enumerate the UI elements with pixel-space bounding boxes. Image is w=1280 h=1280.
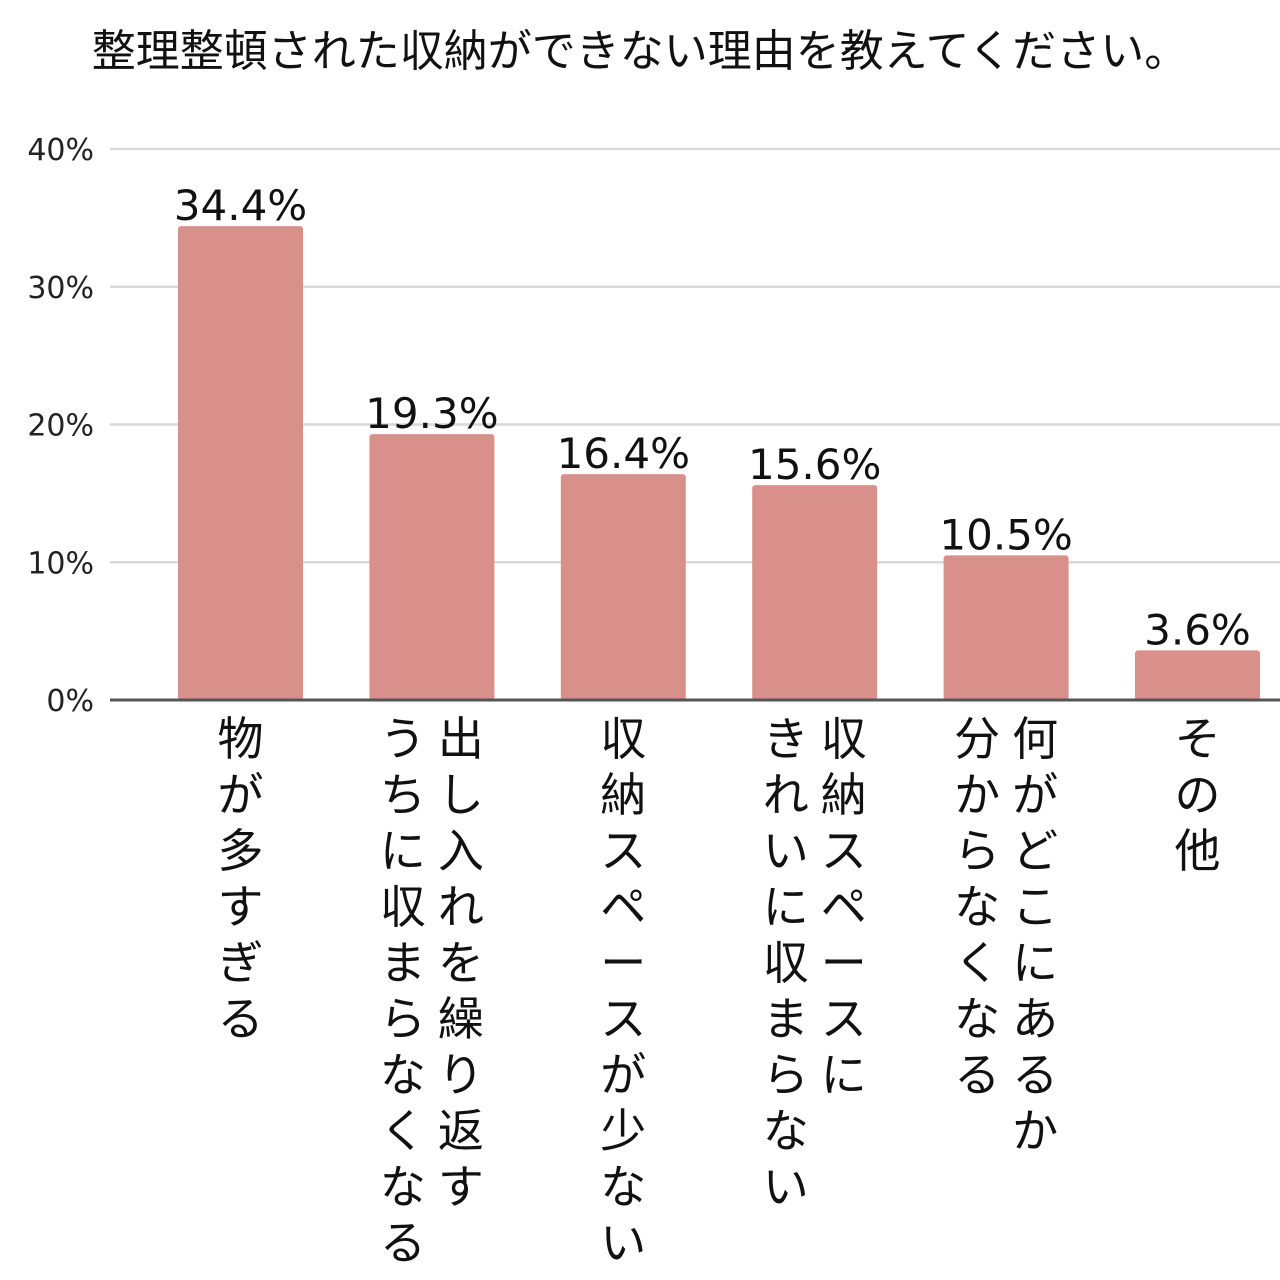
category-char: 収 <box>600 712 646 766</box>
category-char: 収 <box>380 880 426 934</box>
category-char: れ <box>438 880 484 934</box>
category-char: そ <box>1175 712 1221 766</box>
category-char: ど <box>1012 824 1058 878</box>
y-tick-label: 40% <box>27 133 94 168</box>
bar <box>943 555 1069 700</box>
category-char: し <box>438 768 484 822</box>
category-char: り <box>438 1048 484 1102</box>
category-char: い <box>600 1216 646 1270</box>
category-char: に <box>821 1048 867 1102</box>
category-char: る <box>380 1216 426 1270</box>
category-char: が <box>218 768 264 822</box>
category-char: ス <box>821 824 867 878</box>
category-char: が <box>1012 768 1058 822</box>
category-char: 何 <box>1012 712 1058 766</box>
y-axis-ticks: 0% 10% 20% 30% 40% <box>27 133 94 719</box>
category-char: す <box>438 1160 484 1214</box>
category-char: す <box>218 880 264 934</box>
category-char: 収 <box>763 936 809 990</box>
category-char: ら <box>954 824 1000 878</box>
category-char: ス <box>600 824 646 878</box>
y-tick-label: 10% <box>27 546 94 581</box>
category-char: に <box>380 824 426 878</box>
category-char: に <box>763 880 809 934</box>
chart-title: 整理整頓された収納ができない理由を教えてください。 <box>91 26 1189 77</box>
category-char: ら <box>763 1048 809 1102</box>
data-label: 16.4% <box>557 429 690 478</box>
category-char: 繰 <box>438 992 484 1046</box>
category-char: な <box>600 1160 646 1214</box>
gridlines <box>110 147 1280 564</box>
category-char: か <box>1012 1104 1058 1158</box>
category-char: 少 <box>600 1104 646 1158</box>
category-char: な <box>954 992 1000 1046</box>
category-char: 分 <box>954 712 1000 766</box>
category-char: き <box>763 712 809 766</box>
category-char: 納 <box>600 768 646 822</box>
data-label: 34.4% <box>174 181 307 230</box>
data-label: 19.3% <box>365 389 498 438</box>
category-char: く <box>954 936 1000 990</box>
category-char: の <box>1175 768 1221 822</box>
bar <box>369 434 495 700</box>
y-tick-label: 20% <box>27 409 94 444</box>
category-char: ら <box>380 992 426 1046</box>
category-char: 返 <box>438 1104 484 1158</box>
category-char: ぎ <box>218 936 264 990</box>
bar <box>178 226 303 700</box>
category-char: う <box>380 712 426 766</box>
category-char: な <box>763 1104 809 1158</box>
category-char: こ <box>1012 880 1058 934</box>
data-label: 3.6% <box>1144 605 1251 654</box>
category-labels: 物が多すぎる出し入れを繰り返すうちに収まらなくなる収納スペースが少ない収納スペー… <box>218 712 1221 1270</box>
category-char: る <box>954 1048 1000 1102</box>
category-char: 入 <box>438 824 484 878</box>
y-tick-label: 0% <box>46 684 94 719</box>
category-char: 納 <box>821 768 867 822</box>
category-char: ま <box>763 992 809 1046</box>
category-char: 出 <box>438 712 484 766</box>
category-char: に <box>1012 936 1058 990</box>
category-char: く <box>380 1104 426 1158</box>
data-labels: 34.4% 19.3% 16.4% 15.6% 10.5% 3.6% <box>174 181 1251 654</box>
category-char: が <box>600 1048 646 1102</box>
data-label: 10.5% <box>939 510 1072 559</box>
category-char: る <box>1012 1048 1058 1102</box>
category-char: い <box>763 824 809 878</box>
category-char: 他 <box>1175 824 1221 878</box>
category-char: い <box>763 1160 809 1214</box>
category-char: ペ <box>600 880 646 934</box>
data-label: 15.6% <box>748 440 881 489</box>
category-char: る <box>218 992 264 1046</box>
category-char: を <box>438 936 484 990</box>
bar <box>1135 650 1260 700</box>
category-char: あ <box>1012 992 1058 1046</box>
category-char: ち <box>380 768 426 822</box>
category-char: な <box>380 1048 426 1102</box>
category-label: その他 <box>1175 712 1221 878</box>
category-char: な <box>380 1160 426 1214</box>
category-char: 収 <box>821 712 867 766</box>
category-char: ス <box>821 992 867 1046</box>
category-char: れ <box>763 768 809 822</box>
category-char: 物 <box>218 712 264 766</box>
bar <box>752 485 878 700</box>
y-tick-label: 30% <box>27 271 94 306</box>
bar <box>560 474 686 700</box>
category-char: ー <box>821 936 867 990</box>
category-char: ま <box>380 936 426 990</box>
category-char: ス <box>600 992 646 1046</box>
category-char: な <box>954 880 1000 934</box>
category-char: 多 <box>218 824 264 878</box>
category-char: ー <box>600 936 646 990</box>
category-char: ペ <box>821 880 867 934</box>
bars <box>178 226 1260 700</box>
category-char: か <box>954 768 1000 822</box>
